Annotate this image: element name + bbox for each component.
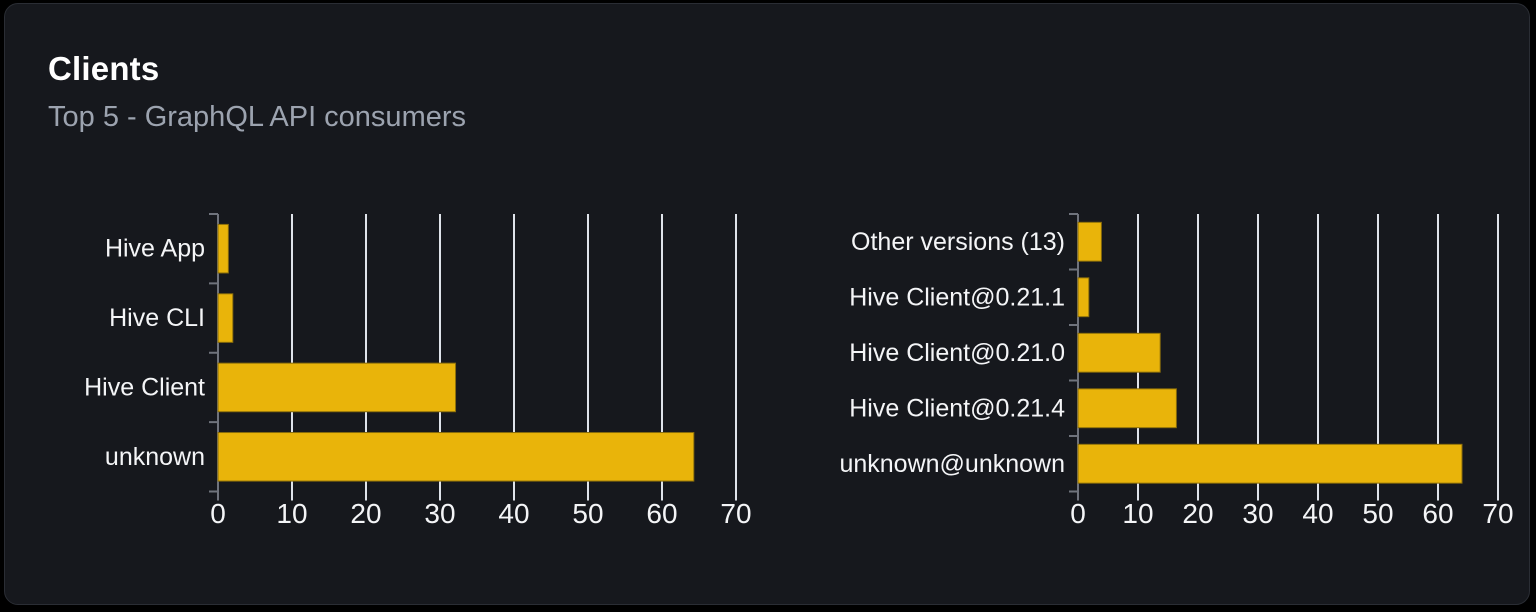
x-tick-label: 0 — [210, 498, 226, 529]
bar — [1077, 332, 1161, 373]
bar — [1077, 388, 1177, 429]
x-tick-label: 20 — [350, 498, 381, 529]
client-versions-bar-chart: 0 10 20 30 40 50 60 70 Other versions (13) Hive C… — [839, 213, 1514, 529]
category-label: unknown@unknown — [839, 450, 1065, 478]
x-tick-label: 40 — [498, 498, 529, 529]
x-tick-label: 70 — [1482, 498, 1513, 529]
card-header: Clients Top 5 - GraphQL API consumers — [48, 50, 466, 134]
bar — [217, 432, 695, 482]
category-label: Hive CLI — [109, 304, 205, 332]
category-label: Hive Client@0.21.4 — [849, 394, 1065, 422]
card-subtitle: Top 5 - GraphQL API consumers — [48, 101, 467, 133]
card-title: Clients — [48, 50, 160, 87]
category-label: Hive Client@0.21.0 — [849, 339, 1065, 367]
x-tick-label: 20 — [1182, 498, 1213, 529]
bar — [217, 223, 229, 274]
clients-card: Clients Top 5 - GraphQL API consumers 0 1… — [4, 3, 1530, 605]
bar — [1077, 443, 1463, 484]
x-tick-label: 0 — [1070, 498, 1086, 529]
bar — [1077, 221, 1102, 262]
category-label: Hive App — [105, 235, 205, 263]
x-tick-label: 70 — [720, 498, 751, 529]
x-tick-label: 60 — [1422, 498, 1453, 529]
x-tick-label: 60 — [646, 498, 677, 529]
x-tick-label: 10 — [276, 498, 307, 529]
x-tick-label: 10 — [1122, 498, 1153, 529]
category-label: Hive Client — [84, 373, 205, 401]
x-tick-label: 30 — [424, 498, 455, 529]
clients-bar-chart: 0 10 20 30 40 50 60 70 Hive App Hive CLI Hive Clie… — [84, 213, 752, 529]
category-label: Other versions (13) — [851, 228, 1065, 256]
bar — [217, 362, 457, 413]
category-label: unknown — [105, 443, 205, 471]
category-label: Hive Client@0.21.1 — [849, 283, 1065, 311]
x-tick-label: 30 — [1242, 498, 1273, 529]
bar — [1077, 277, 1090, 318]
x-tick-label: 40 — [1302, 498, 1333, 529]
x-tick-label: 50 — [572, 498, 603, 529]
bar — [217, 293, 234, 343]
x-tick-label: 50 — [1362, 498, 1393, 529]
